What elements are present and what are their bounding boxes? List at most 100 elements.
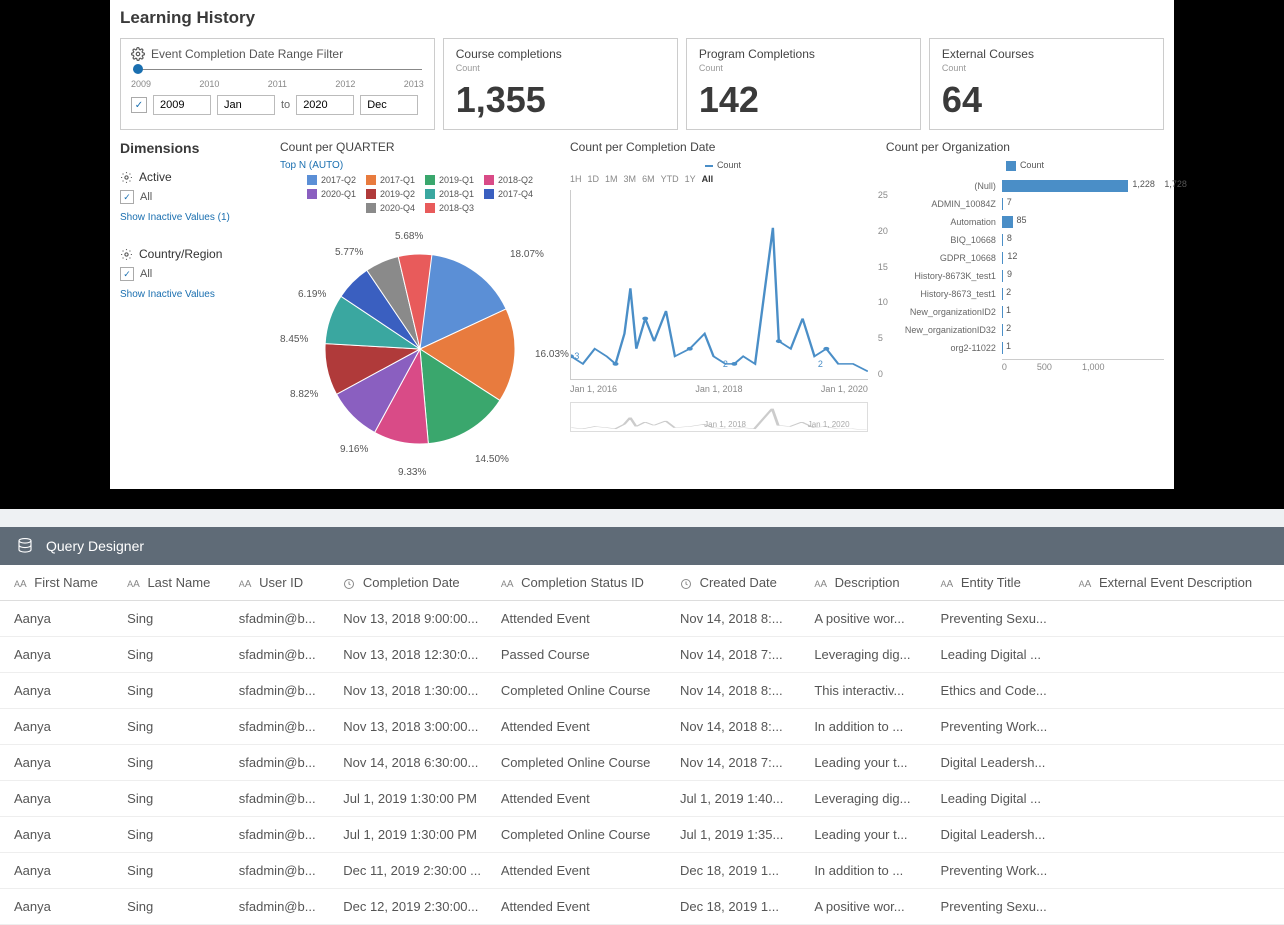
table-cell: sfadmin@b...	[231, 817, 335, 853]
table-cell: Leveraging dig...	[806, 637, 932, 673]
bar-label: History-8673_test1	[886, 289, 996, 299]
table-column-header[interactable]: AA User ID	[231, 565, 335, 601]
query-designer-title: Query Designer	[46, 538, 144, 554]
table-column-header[interactable]: AA Last Name	[119, 565, 231, 601]
kpi-value: 142	[699, 79, 908, 121]
table-cell: Aanya	[0, 853, 119, 889]
x-tick-label: Jan 1, 2018	[695, 384, 742, 394]
table-column-header[interactable]: AA Completion Status ID	[493, 565, 672, 601]
range-button[interactable]: YTD	[661, 174, 679, 184]
table-row[interactable]: AanyaSingsfadmin@b...Nov 13, 2018 9:00:0…	[0, 601, 1284, 637]
query-designer-header: Query Designer	[0, 527, 1284, 565]
range-button[interactable]: 6M	[642, 174, 655, 184]
year-slider[interactable]	[133, 69, 422, 75]
bar-row[interactable]: BIQ_10668 8	[886, 233, 1164, 247]
slider-handle[interactable]	[133, 64, 143, 74]
show-inactive-link[interactable]: Show Inactive Values	[120, 289, 270, 300]
pie-slice-label: 18.07%	[510, 249, 544, 260]
pie-legend-item[interactable]: 2017-Q4	[484, 189, 533, 199]
range-button[interactable]: 1D	[588, 174, 600, 184]
table-column-header[interactable]: Completion Date	[335, 565, 493, 601]
bar-row[interactable]: ADMIN_10084Z 7	[886, 197, 1164, 211]
table-column-header[interactable]: AA Entity Title	[933, 565, 1071, 601]
range-button[interactable]: 3M	[624, 174, 637, 184]
dimension-checkbox[interactable]: ✓	[120, 190, 134, 204]
bar-row[interactable]: Automation 85	[886, 215, 1164, 229]
kpi-card: External Courses Count 64	[929, 38, 1164, 130]
line-chart[interactable]: 2520151050 322	[570, 190, 868, 380]
bar-label: New_organizationID32	[886, 325, 996, 335]
bar-value: 12	[1007, 251, 1017, 261]
table-cell: Sing	[119, 673, 231, 709]
range-button[interactable]: 1M	[605, 174, 618, 184]
pie-legend-item[interactable]: 2020-Q1	[307, 189, 356, 199]
year-tick: 2011	[268, 79, 287, 89]
table-row[interactable]: AanyaSingsfadmin@b...Dec 11, 2019 2:30:0…	[0, 853, 1284, 889]
kpi-value: 1,355	[456, 79, 665, 121]
show-inactive-link[interactable]: Show Inactive Values (1)	[120, 212, 270, 223]
pie-legend-item[interactable]: 2018-Q3	[425, 203, 474, 213]
bar-value: 1	[1006, 341, 1011, 351]
text-type-icon: AA	[1079, 579, 1092, 590]
pie-slice-label: 6.19%	[298, 289, 326, 300]
bar-label: History-8673K_test1	[886, 271, 996, 281]
table-cell	[1071, 889, 1284, 925]
pie-chart[interactable]: 18.07%16.03%14.50%9.33%9.16%8.82%8.45%6.…	[280, 219, 560, 479]
filter-title-text: Event Completion Date Range Filter	[151, 47, 343, 61]
table-row[interactable]: AanyaSingsfadmin@b...Nov 13, 2018 12:30:…	[0, 637, 1284, 673]
table-cell: Preventing Sexu...	[933, 601, 1071, 637]
pie-legend-item[interactable]: 2020-Q4	[366, 203, 415, 213]
kpi-label: Course completions	[456, 47, 665, 61]
table-cell: This interactiv...	[806, 673, 932, 709]
bar-row[interactable]: (Null) 1,2281,728	[886, 179, 1164, 193]
table-row[interactable]: AanyaSingsfadmin@b...Jul 1, 2019 1:30:00…	[0, 817, 1284, 853]
dimension-checkbox[interactable]: ✓	[120, 267, 134, 281]
pie-legend-item[interactable]: 2018-Q1	[425, 189, 474, 199]
table-cell: Nov 14, 2018 6:30:00...	[335, 745, 493, 781]
pie-legend-item[interactable]: 2017-Q2	[307, 175, 356, 185]
table-column-header[interactable]: AA First Name	[0, 565, 119, 601]
pie-legend-item[interactable]: 2017-Q1	[366, 175, 415, 185]
bar-x-tick: 0	[1002, 362, 1007, 372]
table-column-header[interactable]: Created Date	[672, 565, 806, 601]
pie-legend-item[interactable]: 2018-Q2	[484, 175, 533, 185]
table-column-header[interactable]: AA Description	[806, 565, 932, 601]
table-cell	[1071, 709, 1284, 745]
bar-row[interactable]: New_organizationID32 2	[886, 323, 1164, 337]
from-year-input[interactable]	[153, 95, 211, 115]
bar-row[interactable]: New_organizationID2 1	[886, 305, 1164, 319]
filter-checkbox[interactable]: ✓	[131, 97, 147, 113]
table-row[interactable]: AanyaSingsfadmin@b...Dec 12, 2019 2:30:0…	[0, 889, 1284, 925]
range-button[interactable]: All	[702, 174, 714, 184]
table-cell: Aanya	[0, 817, 119, 853]
to-month-input[interactable]	[360, 95, 418, 115]
range-button[interactable]: 1H	[570, 174, 582, 184]
table-cell: Passed Course	[493, 637, 672, 673]
to-year-input[interactable]	[296, 95, 354, 115]
table-row[interactable]: AanyaSingsfadmin@b...Nov 14, 2018 6:30:0…	[0, 745, 1284, 781]
bar-label: BIQ_10668	[886, 235, 996, 245]
table-row[interactable]: AanyaSingsfadmin@b...Jul 1, 2019 1:30:00…	[0, 781, 1284, 817]
kpi-label: Program Completions	[699, 47, 908, 61]
bar-row[interactable]: History-8673_test1 2	[886, 287, 1164, 301]
bar-row[interactable]: org2-11022 1	[886, 341, 1164, 355]
topn-link[interactable]: Top N (AUTO)	[280, 160, 560, 171]
table-cell	[1071, 853, 1284, 889]
kpi-sublabel: Count	[699, 63, 908, 73]
table-cell: sfadmin@b...	[231, 889, 335, 925]
table-cell: sfadmin@b...	[231, 673, 335, 709]
range-button[interactable]: 1Y	[685, 174, 696, 184]
table-row[interactable]: AanyaSingsfadmin@b...Nov 13, 2018 3:00:0…	[0, 709, 1284, 745]
bar-value: 8	[1007, 233, 1012, 243]
pie-legend-item[interactable]: 2019-Q1	[425, 175, 474, 185]
from-month-input[interactable]	[217, 95, 275, 115]
y-tick-label: 15	[878, 262, 888, 272]
table-row[interactable]: AanyaSingsfadmin@b...Nov 13, 2018 1:30:0…	[0, 673, 1284, 709]
table-cell: Completed Online Course	[493, 673, 672, 709]
bar-row[interactable]: GDPR_10668 12	[886, 251, 1164, 265]
dimension-group: Country/Region ✓ All Show Inactive Value…	[120, 247, 270, 300]
pie-legend-item[interactable]: 2019-Q2	[366, 189, 415, 199]
bar-row[interactable]: History-8673K_test1 9	[886, 269, 1164, 283]
minimap[interactable]: Jan 1, 2018Jan 1, 2020	[570, 402, 868, 432]
table-column-header[interactable]: AA External Event Description	[1071, 565, 1284, 601]
